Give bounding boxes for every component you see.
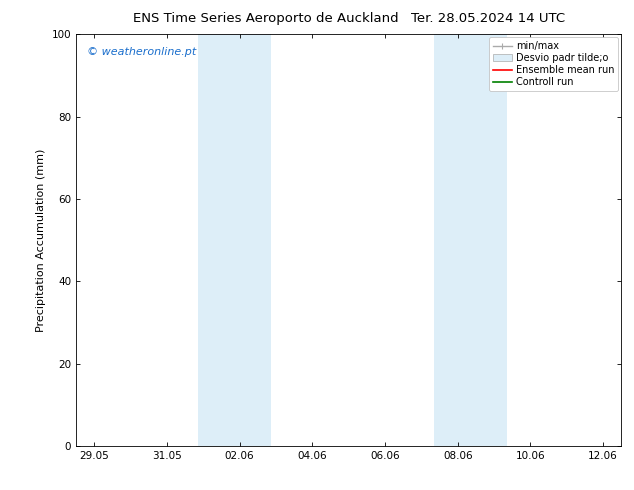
Text: © weatheronline.pt: © weatheronline.pt: [87, 47, 197, 57]
Text: Ter. 28.05.2024 14 UTC: Ter. 28.05.2024 14 UTC: [411, 12, 566, 25]
Y-axis label: Precipitation Accumulation (mm): Precipitation Accumulation (mm): [36, 148, 46, 332]
Bar: [434, 34, 507, 446]
Legend: min/max, Desvio padr tilde;o, Ensemble mean run, Controll run: min/max, Desvio padr tilde;o, Ensemble m…: [489, 37, 618, 91]
Text: ENS Time Series Aeroporto de Auckland: ENS Time Series Aeroporto de Auckland: [134, 12, 399, 25]
Bar: [198, 34, 271, 446]
